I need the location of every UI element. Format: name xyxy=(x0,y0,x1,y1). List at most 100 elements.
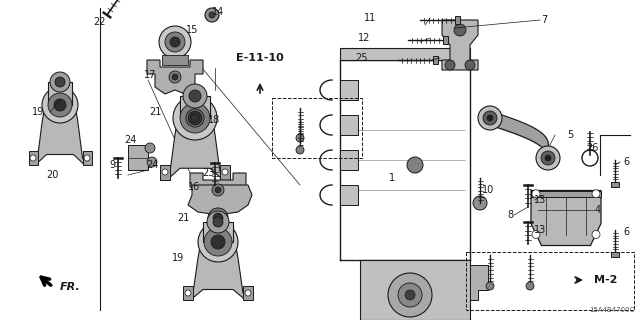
Circle shape xyxy=(215,187,221,193)
Polygon shape xyxy=(147,60,203,94)
Polygon shape xyxy=(188,185,252,215)
Text: 21: 21 xyxy=(149,107,161,117)
Circle shape xyxy=(222,169,228,175)
Circle shape xyxy=(296,134,304,142)
Circle shape xyxy=(526,282,534,290)
Circle shape xyxy=(245,290,251,296)
Text: 24: 24 xyxy=(124,135,136,145)
Text: 12: 12 xyxy=(358,33,370,43)
Polygon shape xyxy=(611,182,619,187)
Bar xyxy=(180,96,210,118)
Bar xyxy=(340,80,358,100)
Circle shape xyxy=(208,208,228,228)
Text: 13: 13 xyxy=(534,195,546,205)
Bar xyxy=(48,82,72,105)
Bar xyxy=(128,145,148,170)
Circle shape xyxy=(55,77,65,87)
Text: 26: 26 xyxy=(586,143,598,153)
Text: 7: 7 xyxy=(541,15,547,25)
Circle shape xyxy=(198,222,238,262)
Text: 6: 6 xyxy=(623,227,629,237)
Polygon shape xyxy=(190,173,246,207)
Circle shape xyxy=(205,8,219,22)
Text: 8: 8 xyxy=(507,210,513,220)
Bar xyxy=(203,222,233,242)
Polygon shape xyxy=(360,260,470,320)
Bar xyxy=(466,252,634,310)
Circle shape xyxy=(186,109,204,127)
Circle shape xyxy=(541,151,555,165)
Text: 11: 11 xyxy=(364,13,376,23)
Text: 20: 20 xyxy=(46,170,58,180)
Circle shape xyxy=(54,99,66,111)
Circle shape xyxy=(213,213,223,223)
Text: 10: 10 xyxy=(482,185,494,195)
Circle shape xyxy=(159,26,191,58)
Bar xyxy=(340,150,358,170)
Text: E-11-10: E-11-10 xyxy=(236,53,284,63)
Circle shape xyxy=(209,12,215,18)
Circle shape xyxy=(536,146,560,170)
Bar xyxy=(272,98,362,158)
Text: 22: 22 xyxy=(93,17,106,27)
Circle shape xyxy=(211,235,225,249)
Text: 1: 1 xyxy=(389,173,395,183)
Circle shape xyxy=(147,157,157,167)
Circle shape xyxy=(145,143,155,153)
Circle shape xyxy=(189,90,201,102)
Text: 19: 19 xyxy=(172,253,184,263)
Circle shape xyxy=(296,146,304,154)
Circle shape xyxy=(478,106,502,130)
Polygon shape xyxy=(243,286,253,300)
Circle shape xyxy=(180,103,210,133)
Text: 5: 5 xyxy=(567,130,573,140)
Text: 21: 21 xyxy=(177,213,189,223)
Bar xyxy=(340,48,470,60)
Circle shape xyxy=(592,190,600,198)
Polygon shape xyxy=(33,95,87,165)
Circle shape xyxy=(188,111,202,125)
Circle shape xyxy=(398,283,422,307)
Circle shape xyxy=(405,290,415,300)
Circle shape xyxy=(170,37,180,47)
Circle shape xyxy=(592,230,600,238)
Polygon shape xyxy=(188,230,248,300)
Text: 18: 18 xyxy=(208,115,220,125)
Circle shape xyxy=(207,211,229,233)
Circle shape xyxy=(487,115,493,121)
Polygon shape xyxy=(83,151,92,165)
Polygon shape xyxy=(165,105,225,180)
Bar xyxy=(340,185,358,205)
Circle shape xyxy=(169,71,181,83)
Circle shape xyxy=(183,84,207,108)
Circle shape xyxy=(532,190,540,198)
Circle shape xyxy=(30,155,36,161)
Circle shape xyxy=(173,96,217,140)
Bar xyxy=(340,115,358,135)
Circle shape xyxy=(213,217,223,227)
Text: 6: 6 xyxy=(623,157,629,167)
Polygon shape xyxy=(611,252,619,257)
Text: 9: 9 xyxy=(109,160,115,170)
Polygon shape xyxy=(470,265,488,300)
Polygon shape xyxy=(531,190,601,245)
Circle shape xyxy=(185,290,191,296)
Text: 17: 17 xyxy=(144,70,156,80)
Text: 19: 19 xyxy=(32,107,44,117)
Circle shape xyxy=(162,169,168,175)
Circle shape xyxy=(212,184,224,196)
Circle shape xyxy=(165,32,185,52)
Polygon shape xyxy=(220,164,230,180)
Circle shape xyxy=(42,87,78,123)
Text: 25: 25 xyxy=(356,53,368,63)
Polygon shape xyxy=(531,190,601,197)
Circle shape xyxy=(483,111,497,125)
Text: 4: 4 xyxy=(595,205,601,215)
Polygon shape xyxy=(183,286,193,300)
Polygon shape xyxy=(29,151,38,165)
Circle shape xyxy=(445,60,455,70)
Polygon shape xyxy=(433,56,438,64)
Circle shape xyxy=(407,157,423,173)
Circle shape xyxy=(191,114,199,122)
Polygon shape xyxy=(442,20,478,70)
